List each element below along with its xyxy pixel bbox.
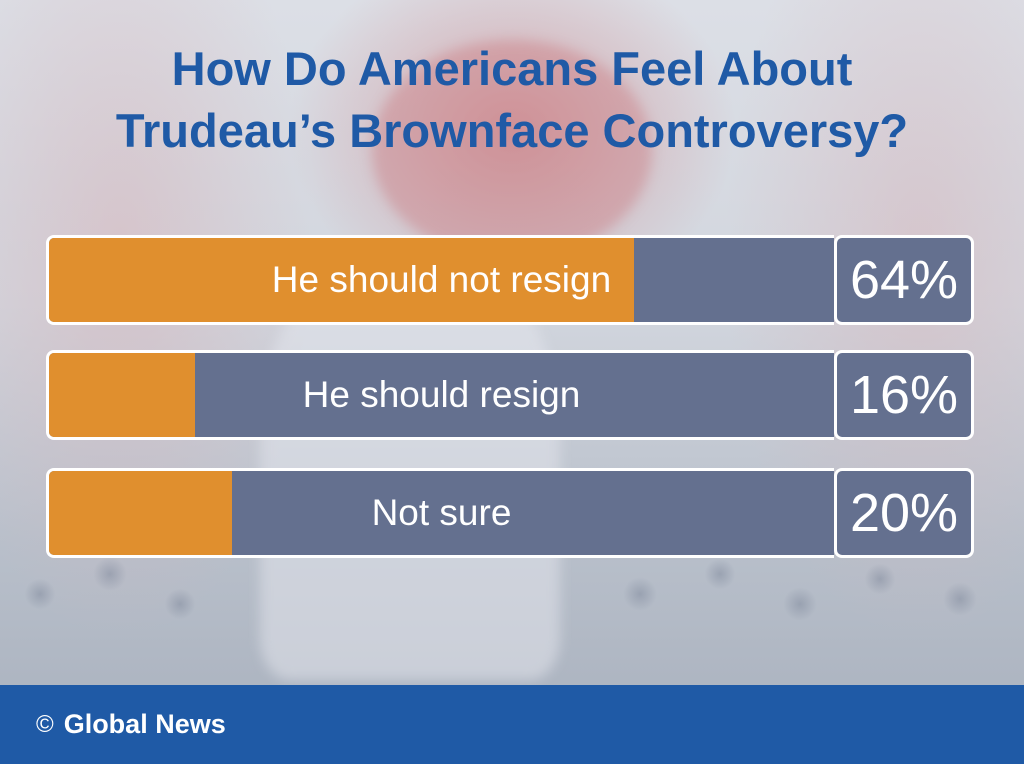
chart-title: How Do Americans Feel About Trudeau’s Br… <box>0 38 1024 162</box>
background-crowd <box>0 534 1024 684</box>
bar-track: He should resign <box>46 350 834 440</box>
bar-row: He should not resign 64% <box>46 235 974 325</box>
bar-category-label: Not sure <box>371 492 512 533</box>
title-line-1: How Do Americans Feel About <box>171 42 853 95</box>
bar-category-label: He should resign <box>302 374 581 415</box>
bar-track: Not sure <box>46 468 834 558</box>
bar-track: He should not resign <box>46 235 834 325</box>
background-flag-shape <box>372 40 652 260</box>
footer-bar: © Global News <box>0 685 1024 764</box>
bar-fill <box>49 353 195 437</box>
bar-row: He should resign 16% <box>46 350 974 440</box>
copyright-icon: © <box>36 710 54 738</box>
bar-category-label: He should not resign <box>271 259 612 300</box>
title-line-2: Trudeau’s Brownface Controversy? <box>115 104 909 157</box>
footer-source: Global News <box>63 709 226 739</box>
bar-fill <box>49 471 232 555</box>
bar-value-label: 64% <box>834 235 974 325</box>
bar-value-label: 20% <box>834 468 974 558</box>
bar-fill <box>49 238 634 322</box>
bar-row: Not sure 20% <box>46 468 974 558</box>
bar-value-label: 16% <box>834 350 974 440</box>
